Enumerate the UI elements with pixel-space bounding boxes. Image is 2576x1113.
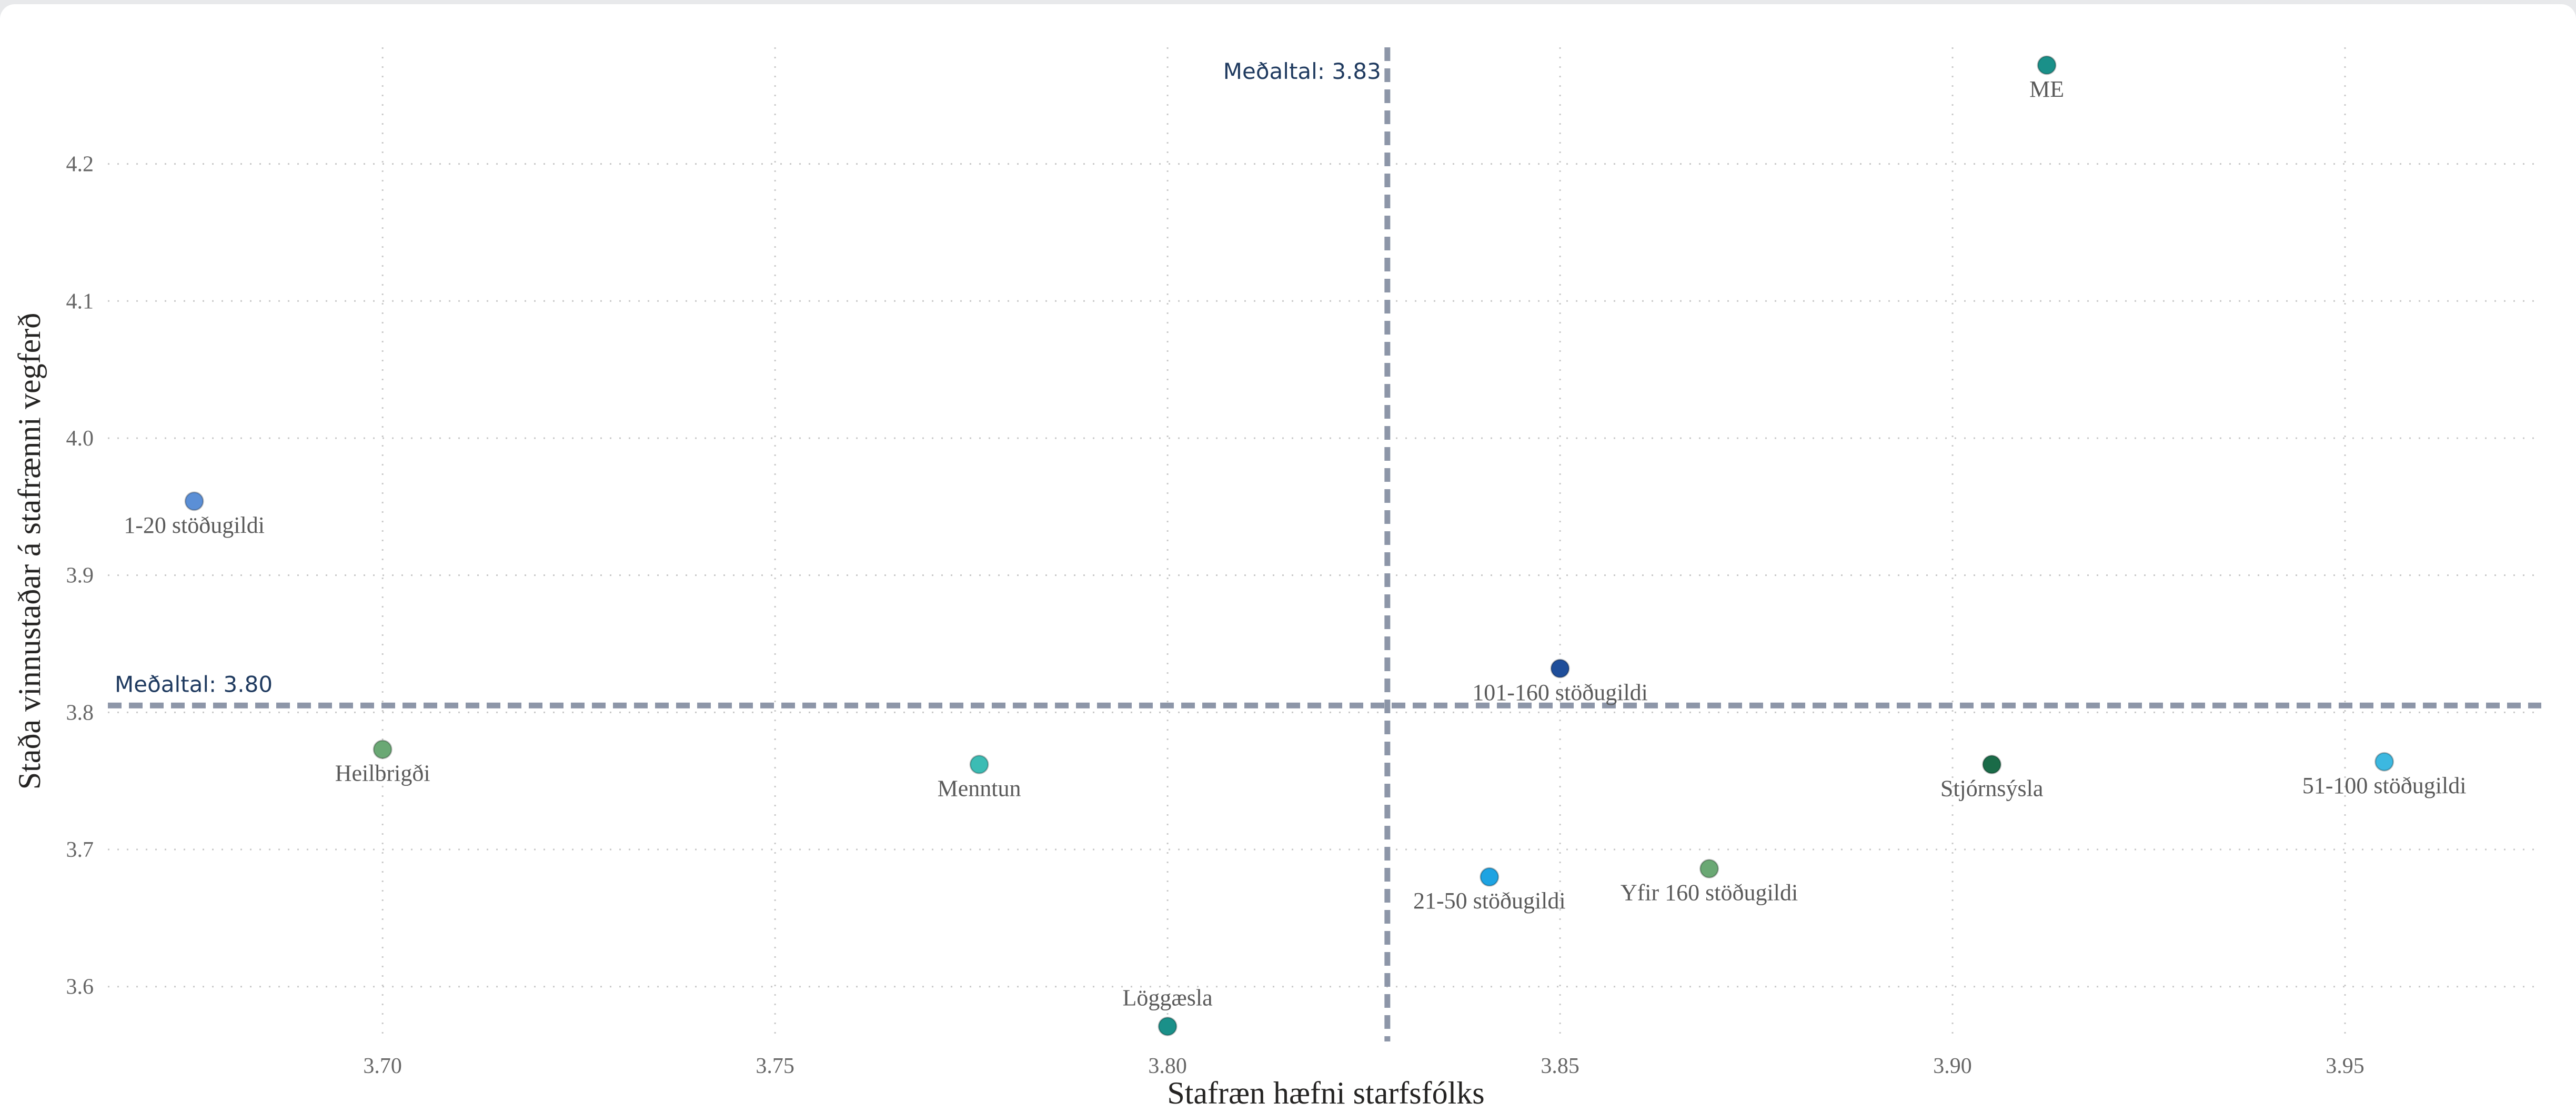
data-point (2037, 55, 2057, 75)
data-point-label: 101-160 stöðugildi (1472, 680, 1648, 705)
y-tick-label: 4.0 (66, 427, 94, 451)
x-tick-label: 3.85 (1541, 1054, 1579, 1078)
reference-lines: Meðaltal: 3.83 Meðaltal: 3.80 (108, 47, 2541, 1041)
data-point (1699, 859, 1719, 879)
y-tick-label: 4.1 (66, 289, 94, 313)
tick-labels: 3.70 3.75 3.80 3.85 3.90 3.95 3.6 3.7 3.8 3.9 4.0 4… (66, 153, 2364, 1078)
data-point-label: 1-20 stöðugildi (124, 512, 265, 538)
data-point-label: Menntun (938, 775, 1021, 801)
data-point (373, 740, 393, 760)
y-average-label: Meðaltal: 3.80 (115, 671, 273, 697)
data-point (2374, 752, 2394, 772)
data-point (1550, 659, 1570, 679)
y-tick-label: 3.9 (66, 564, 94, 588)
data-point (1158, 1016, 1178, 1036)
y-tick-label: 3.8 (66, 701, 94, 725)
scatter-chart: Meðaltal: 3.83 Meðaltal: 3.80 3.70 3.75 3.8… (12, 47, 2541, 1110)
data-point (969, 754, 989, 774)
gridlines (108, 47, 2541, 1041)
data-point (1480, 867, 1500, 887)
data-point-label: ME (2029, 76, 2064, 102)
x-axis-title: Stafræn hæfni starfsfólks (1167, 1076, 1484, 1110)
y-tick-label: 3.7 (66, 838, 94, 862)
data-point-label: 51-100 stöðugildi (2302, 773, 2467, 798)
x-tick-label: 3.95 (2326, 1054, 2364, 1078)
data-point (1982, 754, 2002, 774)
y-axis-title: Staða vinnustaðar á stafrænni vegferð (12, 313, 47, 790)
x-tick-label: 3.75 (756, 1054, 794, 1078)
y-tick-label: 4.2 (66, 153, 94, 177)
data-point-label: Heilbrigði (335, 761, 430, 786)
data-point (184, 491, 204, 511)
data-point-label: Yfir 160 stöðugildi (1621, 880, 1798, 906)
y-tick-label: 3.6 (66, 975, 94, 999)
data-point-label: Löggæsla (1123, 985, 1213, 1010)
chart-card: Meðaltal: 3.83 Meðaltal: 3.80 3.70 3.75 3.8… (0, 4, 2576, 1113)
x-average-label: Meðaltal: 3.83 (1223, 58, 1381, 84)
data-point-label: Stjórnsýsla (1940, 775, 2044, 801)
x-tick-label: 3.90 (1933, 1054, 1972, 1078)
data-points: ME 1-20 stöðugildi 101-160 stöðugildi Heilb… (124, 55, 2467, 1036)
x-tick-label: 3.70 (363, 1054, 402, 1078)
x-tick-label: 3.80 (1148, 1054, 1187, 1078)
data-point-label: 21-50 stöðugildi (1413, 888, 1566, 914)
